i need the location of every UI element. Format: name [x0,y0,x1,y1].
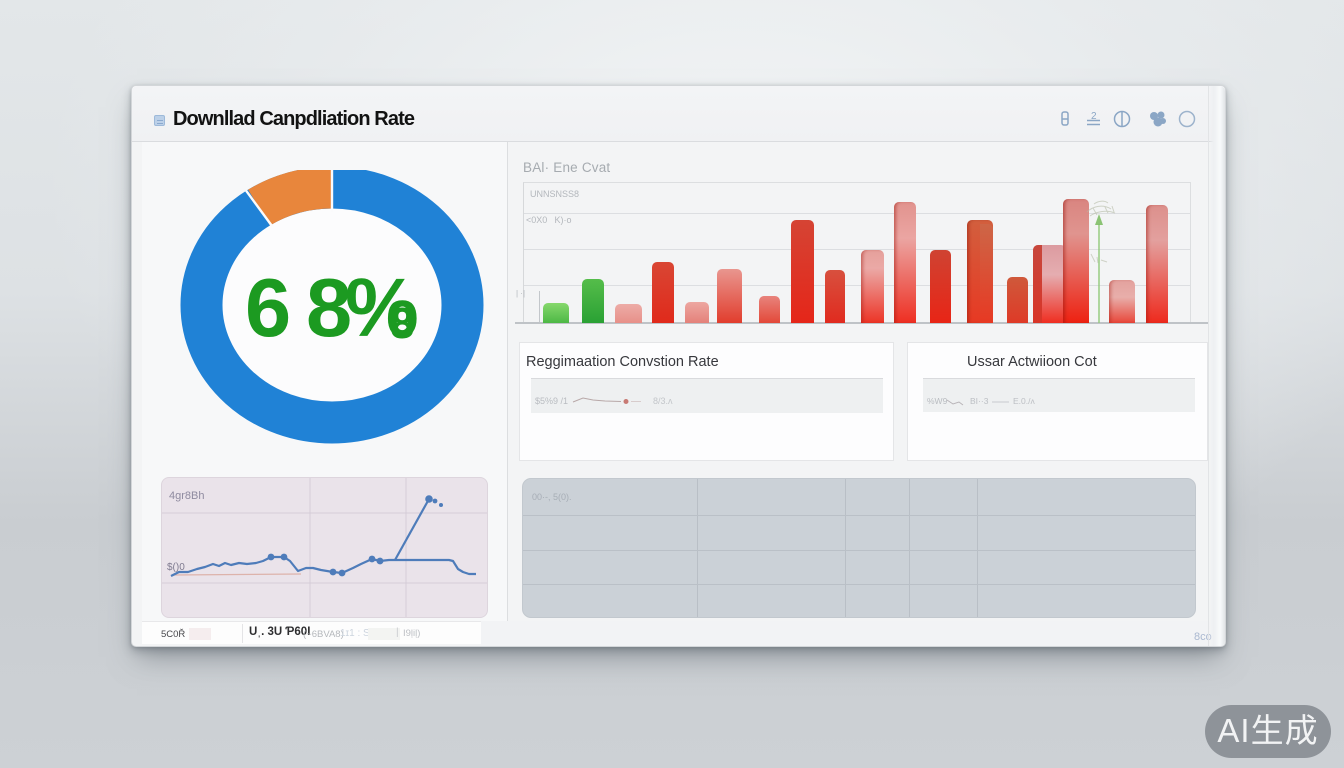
svg-text:$5%9 /1: $5%9 /1 [535,396,568,406]
svg-text:$()0: $()0 [167,562,185,573]
svg-text:4gr8Bh: 4gr8Bh [169,490,204,502]
svg-text:2: 2 [1091,111,1097,122]
svg-text:%W9: %W9 [927,396,948,406]
svg-text:8/3.ʌ: 8/3.ʌ [653,396,673,406]
svg-text:BI··3: BI··3 [970,396,989,406]
svg-text:E.0./ʌ: E.0./ʌ [1013,396,1035,406]
